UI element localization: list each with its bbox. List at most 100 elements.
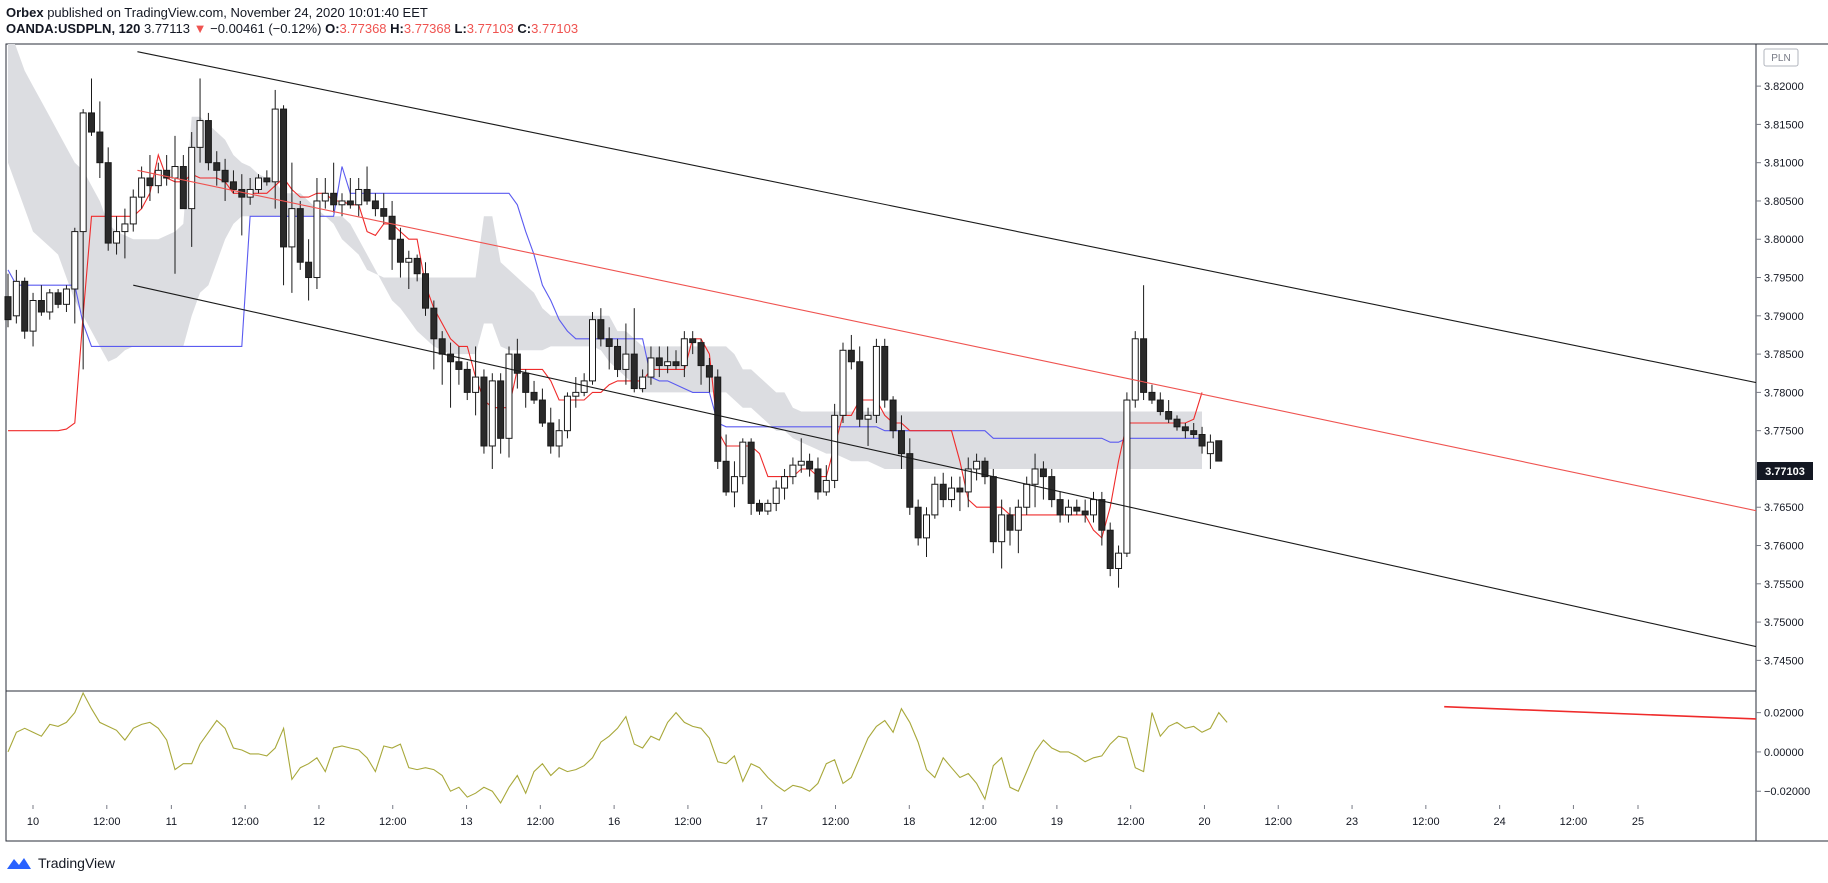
time-tick-label: 12:00 bbox=[231, 816, 259, 828]
price-tick-label: 3.77500 bbox=[1764, 426, 1804, 438]
candle-body bbox=[714, 376, 722, 462]
candle-body bbox=[79, 112, 87, 233]
candle-body bbox=[1215, 440, 1223, 462]
candle-body bbox=[781, 476, 789, 489]
candle-body bbox=[555, 430, 563, 447]
low-value: 3.77103 bbox=[466, 21, 514, 36]
candle-body bbox=[280, 108, 288, 248]
candle-body bbox=[1190, 430, 1198, 435]
candle-body bbox=[179, 166, 187, 210]
candle-body bbox=[572, 391, 580, 397]
candle-body bbox=[1148, 391, 1156, 401]
candle-body bbox=[447, 353, 455, 363]
tradingview-logo-icon bbox=[7, 858, 31, 869]
time-tick-label: 12:00 bbox=[1560, 816, 1588, 828]
candle-body bbox=[647, 357, 655, 378]
candle-body bbox=[62, 288, 70, 305]
currency-badge[interactable] bbox=[1763, 48, 1799, 67]
symbol-label[interactable]: OANDA:USDPLN, 120 bbox=[6, 21, 141, 36]
price-tick-label: 3.80500 bbox=[1764, 196, 1804, 208]
oscillator-pane bbox=[7, 691, 1756, 805]
candle-body bbox=[522, 372, 530, 393]
price-tick-label: 3.79500 bbox=[1764, 273, 1804, 285]
candle-body bbox=[964, 468, 972, 493]
candle-body bbox=[881, 345, 889, 401]
candle-body bbox=[229, 181, 237, 190]
candle-body bbox=[580, 380, 588, 393]
candle-body bbox=[998, 514, 1006, 543]
brand-name: TradingView bbox=[38, 855, 116, 871]
osc-tick-label: 0.02000 bbox=[1764, 708, 1804, 720]
candle-body bbox=[1115, 552, 1123, 569]
time-tick-label: 12:00 bbox=[379, 816, 407, 828]
time-axis[interactable]: 10 12:00 11 12:00 12 12:00 13 12:00 16 12:00 17 12:… bbox=[27, 805, 1644, 828]
tenkan-line bbox=[8, 153, 1203, 539]
candle-body bbox=[380, 208, 388, 217]
candle-body bbox=[1048, 476, 1056, 501]
candle-body bbox=[1140, 338, 1148, 393]
author-name[interactable]: Orbex bbox=[6, 5, 44, 20]
footer-brand[interactable]: TradingView bbox=[6, 852, 115, 874]
candle-body bbox=[188, 146, 196, 210]
candle-body bbox=[288, 208, 296, 248]
candle-body bbox=[697, 342, 705, 367]
price-tick-label: 3.82000 bbox=[1764, 81, 1804, 93]
candle-body bbox=[906, 453, 914, 508]
candle-body bbox=[213, 162, 221, 171]
regression-mid bbox=[137, 169, 1756, 512]
candle-body bbox=[330, 192, 338, 206]
low-label: L: bbox=[454, 21, 467, 36]
candle-body bbox=[672, 361, 680, 367]
published-text: published on TradingView.com, November 2… bbox=[47, 5, 428, 20]
candle-body bbox=[689, 338, 697, 344]
candle-body bbox=[121, 223, 129, 233]
candle-body bbox=[37, 300, 45, 313]
price-tick-label: 3.80000 bbox=[1764, 234, 1804, 246]
candle-body bbox=[1123, 399, 1131, 554]
candle-body bbox=[923, 514, 930, 539]
price-tick-label: 3.78500 bbox=[1764, 349, 1804, 361]
price-change: −0.00461 (−0.12%) bbox=[210, 21, 322, 36]
candle-body bbox=[46, 292, 54, 313]
last-price-badge: 3.77103 bbox=[1757, 462, 1813, 480]
candle-body bbox=[756, 502, 763, 512]
candle-body bbox=[138, 177, 146, 198]
candle-body bbox=[772, 487, 780, 504]
candle-body bbox=[21, 280, 29, 332]
candle-body bbox=[1031, 468, 1039, 485]
price-axis[interactable]: PLN 3.82000 3.81500 3.81000 3.80500 3.80000 3… bbox=[1756, 48, 1804, 667]
trend-lines[interactable] bbox=[133, 51, 1828, 676]
time-tick-label: 12:00 bbox=[93, 816, 121, 828]
candle-body bbox=[1198, 433, 1206, 447]
candle-body bbox=[29, 300, 37, 332]
candle-body bbox=[589, 319, 596, 382]
time-tick-label: 19 bbox=[1051, 816, 1063, 828]
channel-upper bbox=[137, 51, 1756, 384]
oscillator-line bbox=[7, 691, 1228, 805]
candle-body bbox=[563, 395, 571, 432]
candle-body bbox=[897, 430, 905, 455]
candle-body bbox=[1156, 399, 1164, 413]
time-tick-label: 20 bbox=[1198, 816, 1210, 828]
price-tick-label: 3.76000 bbox=[1764, 541, 1804, 553]
candle-body bbox=[1206, 441, 1214, 455]
kijun-line bbox=[7, 166, 1202, 443]
time-tick-label: 11 bbox=[166, 816, 177, 828]
candle-body bbox=[839, 349, 847, 416]
candle-body bbox=[154, 169, 162, 187]
high-value: 3.77368 bbox=[403, 21, 451, 36]
time-tick-label: 18 bbox=[903, 816, 915, 828]
price-tick-label: 3.76500 bbox=[1764, 502, 1804, 514]
indicator-lines bbox=[7, 153, 1203, 539]
candle-body bbox=[806, 460, 814, 470]
last-price-badge-bg bbox=[1757, 462, 1813, 480]
time-tick-label: 10 bbox=[27, 816, 39, 828]
time-tick-label: 12 bbox=[313, 816, 325, 828]
price-tick-label: 3.81000 bbox=[1764, 158, 1804, 170]
candle-body bbox=[1106, 529, 1114, 569]
candle-body bbox=[338, 200, 346, 206]
candle-body bbox=[104, 162, 112, 244]
candle-body bbox=[371, 200, 379, 210]
price-tick-label: 3.78000 bbox=[1764, 387, 1804, 399]
